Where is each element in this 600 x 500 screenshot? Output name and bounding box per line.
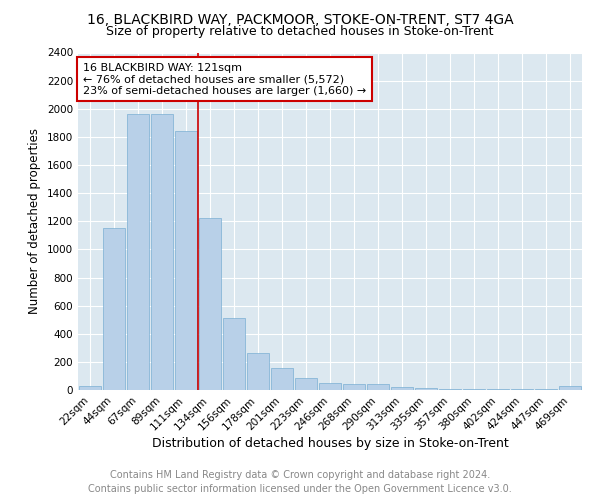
X-axis label: Distribution of detached houses by size in Stoke-on-Trent: Distribution of detached houses by size …	[152, 438, 508, 450]
Text: Size of property relative to detached houses in Stoke-on-Trent: Size of property relative to detached ho…	[106, 25, 494, 38]
Bar	[295, 378, 317, 390]
Bar	[223, 318, 245, 390]
Text: 16, BLACKBIRD WAY, PACKMOOR, STOKE-ON-TRENT, ST7 4GA: 16, BLACKBIRD WAY, PACKMOOR, STOKE-ON-TR…	[86, 12, 514, 26]
Y-axis label: Number of detached properties: Number of detached properties	[28, 128, 41, 314]
Bar	[79, 386, 101, 390]
Bar	[391, 387, 413, 390]
Text: 16 BLACKBIRD WAY: 121sqm
← 76% of detached houses are smaller (5,572)
23% of sem: 16 BLACKBIRD WAY: 121sqm ← 76% of detach…	[83, 62, 366, 96]
Text: Contains HM Land Registry data © Crown copyright and database right 2024.
Contai: Contains HM Land Registry data © Crown c…	[88, 470, 512, 494]
Bar	[319, 383, 341, 390]
Bar	[151, 114, 173, 390]
Bar	[367, 384, 389, 390]
Bar	[175, 131, 197, 390]
Bar	[343, 384, 365, 390]
Bar	[559, 386, 581, 390]
Bar	[199, 218, 221, 390]
Bar	[415, 388, 437, 390]
Bar	[127, 114, 149, 390]
Bar	[439, 388, 461, 390]
Bar	[247, 352, 269, 390]
Bar	[271, 368, 293, 390]
Bar	[103, 228, 125, 390]
